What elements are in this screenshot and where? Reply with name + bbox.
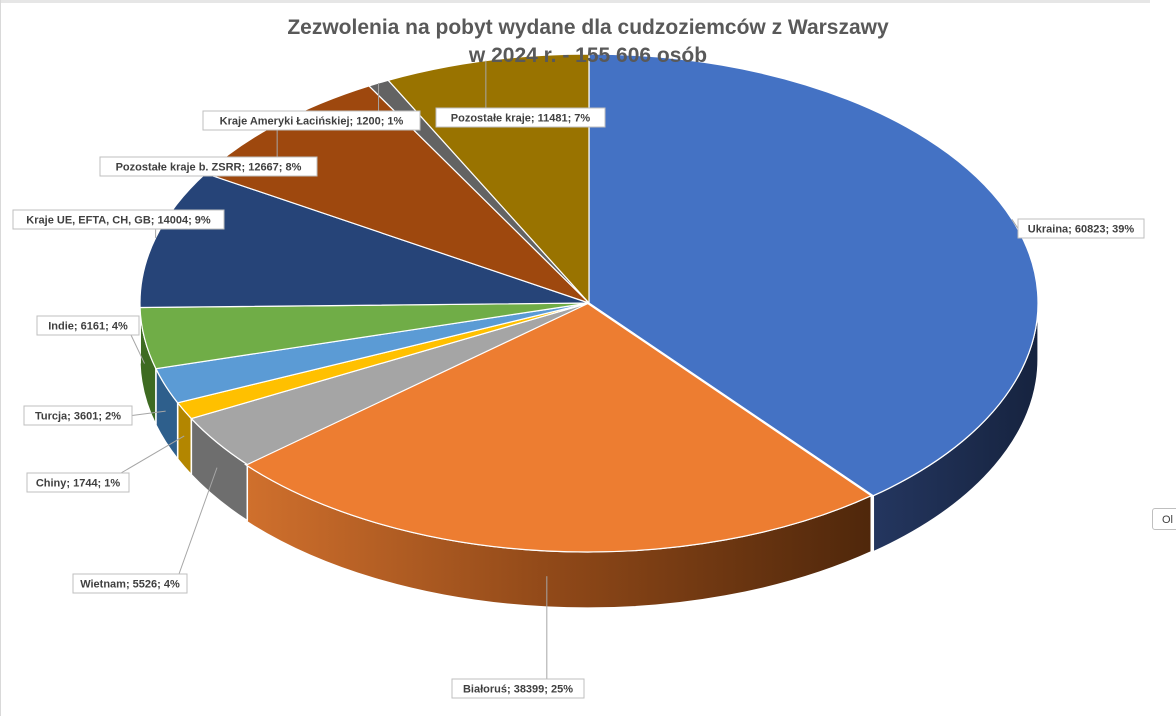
data-label-kraje-ue-efta-ch-gb: Kraje UE, EFTA, CH, GB; 14004; 9% xyxy=(12,209,225,230)
data-label-text: Kraje Ameryki Łacińskiej; 1200; 1% xyxy=(220,116,404,128)
slice-kraje-ue-efta-ch-gb xyxy=(139,172,590,309)
chart-title-line-2: w 2024 r. - 155 606 osób xyxy=(468,44,708,67)
slice-ukraina xyxy=(588,53,1039,497)
data-label-box xyxy=(435,107,606,128)
data-label-wietnam: Wietnam; 5526; 4% xyxy=(72,573,188,594)
leader-line-wietnam xyxy=(178,467,218,575)
data-label-chiny: Chiny; 1744; 1% xyxy=(26,472,130,493)
data-label-text: Białoruś; 38399; 25% xyxy=(463,684,573,696)
leader-line-turcja xyxy=(131,410,166,416)
left-border xyxy=(0,0,1,716)
chart-title-line-1: Zezwolenia na pobyt wydane dla cudzoziem… xyxy=(287,16,889,39)
data-label-box xyxy=(12,209,225,230)
data-label-pozostale-kraje-b-zsrr: Pozostałe kraje b. ZSRR; 12667; 8% xyxy=(99,156,318,177)
data-label-pozostale-kraje: Pozostałe kraje; 11481; 7% xyxy=(435,107,606,128)
data-label-box xyxy=(202,110,421,131)
data-label-text: Wietnam; 5526; 4% xyxy=(80,579,180,591)
leader-line-chiny xyxy=(120,435,185,474)
side-panel-tab[interactable]: Ol xyxy=(1152,508,1176,530)
data-label-box xyxy=(1017,218,1145,239)
data-label-text: Chiny; 1744; 1% xyxy=(36,478,121,490)
leader-line-ukraina xyxy=(1011,219,1019,229)
data-labels: Ukraina; 60823; 39% Białoruś; 38399; 25% W… xyxy=(12,107,1145,699)
slice-bialorus xyxy=(244,302,873,553)
data-label-text: Ukraina; 60823; 39% xyxy=(1028,224,1135,236)
leader-line-indie xyxy=(130,334,146,364)
data-label-ukraina: Ukraina; 60823; 39% xyxy=(1017,218,1145,239)
data-label-text: Pozostałe kraje; 11481; 7% xyxy=(451,113,591,125)
chart-title: Zezwolenia na pobyt wydane dla cudzoziem… xyxy=(0,14,1176,70)
leader-lines xyxy=(120,60,1019,679)
data-label-text: Indie; 6161; 4% xyxy=(48,321,128,333)
data-label-box xyxy=(72,573,188,594)
data-label-box xyxy=(451,678,585,699)
data-label-box xyxy=(36,315,140,336)
data-label-box xyxy=(23,405,133,426)
data-label-indie: Indie; 6161; 4% xyxy=(36,315,140,336)
data-label-text: Kraje UE, EFTA, CH, GB; 14004; 9% xyxy=(26,215,211,227)
data-label-box xyxy=(99,156,318,177)
data-label-bialorus: Białoruś; 38399; 25% xyxy=(451,678,585,699)
data-label-turcja: Turcja; 3601; 2% xyxy=(23,405,133,426)
data-label-text: Turcja; 3601; 2% xyxy=(35,411,121,423)
data-label-text: Pozostałe kraje b. ZSRR; 12667; 8% xyxy=(116,162,302,174)
top-border xyxy=(0,0,1150,3)
data-label-kraje-ameryki-lacinskiej: Kraje Ameryki Łacińskiej; 1200; 1% xyxy=(202,110,421,131)
data-label-box xyxy=(26,472,130,493)
